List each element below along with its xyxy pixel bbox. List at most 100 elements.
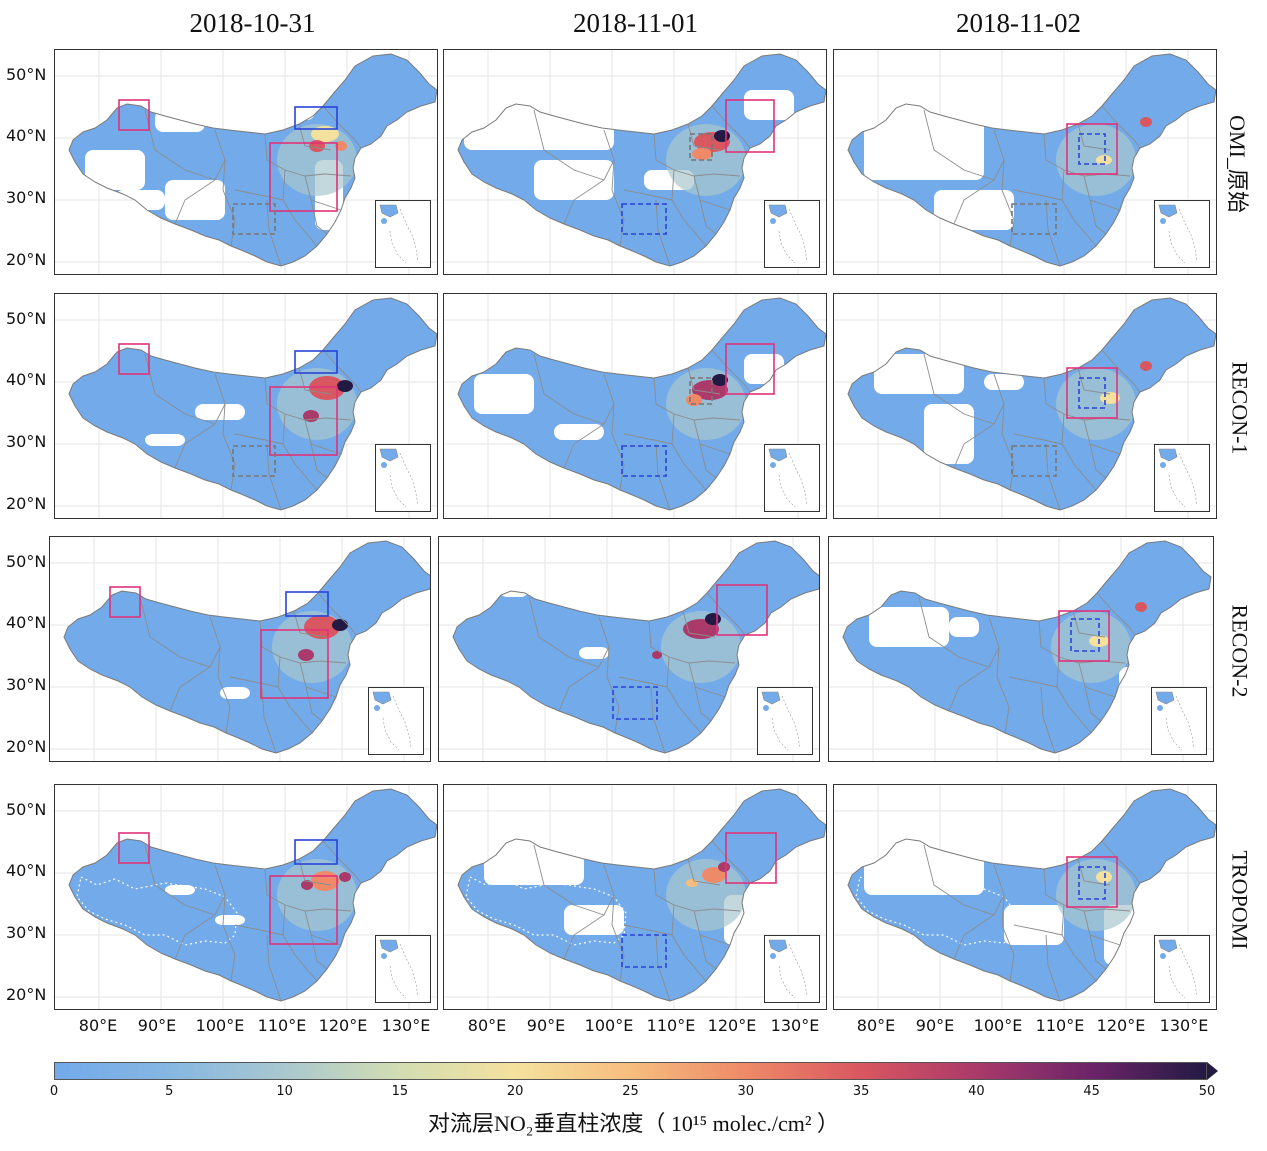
region-box [109, 586, 141, 618]
province-border [1061, 904, 1097, 982]
lon-tick-label: 80°E [78, 1016, 118, 1035]
tropomi-speckle [465, 876, 627, 946]
lon-tick-label: 90°E [137, 1016, 177, 1035]
inset-map [379, 204, 419, 264]
province-border [139, 596, 211, 668]
province-border [1101, 840, 1141, 884]
no2-hotspot [309, 140, 325, 152]
province-border [533, 844, 605, 916]
province-border [214, 373, 236, 491]
lon-tick-label: 80°E [856, 1016, 896, 1035]
inset-map [1158, 939, 1198, 999]
province-border [1013, 189, 1063, 201]
province-border [1077, 123, 1111, 151]
province-border [699, 443, 717, 479]
column-title-3: 2018-11-02 [956, 8, 1081, 38]
national-border [847, 297, 1216, 511]
no-data-gap [220, 687, 250, 699]
province-border [671, 169, 707, 247]
province-border [653, 133, 741, 177]
province-border [618, 676, 668, 688]
national-border [452, 540, 819, 754]
region-box [1066, 856, 1118, 908]
lon-tick-label: 90°E [915, 1016, 955, 1035]
no-data-gap [739, 657, 769, 677]
province-border [174, 403, 226, 469]
no2-moderate-zone [661, 611, 741, 683]
colorbar-tick-label: 35 [852, 1084, 870, 1099]
no-data-gap [579, 647, 609, 659]
inset-map [379, 939, 419, 999]
lat-tick-label: 50°N [6, 65, 47, 84]
no-data-gap [195, 404, 245, 420]
map-panel [833, 784, 1217, 1010]
lat-tick-label: 50°N [6, 552, 47, 571]
colorbar-label: 对流层NO₂垂直柱浓度（ 10¹⁵ molec./cm² ） [427, 1111, 840, 1136]
no-data-gap [1004, 905, 1064, 945]
national-border [63, 540, 430, 754]
region-box [118, 832, 150, 864]
lat-tick-label: 50°N [6, 800, 47, 819]
province-border [264, 133, 352, 177]
no2-map [50, 537, 430, 761]
colorbar-tick-label: 5 [165, 1084, 174, 1099]
province-border [993, 864, 1015, 982]
region-box [1078, 377, 1106, 409]
no2-hotspot [311, 126, 339, 142]
province-border [229, 676, 279, 688]
no-data-gap [165, 180, 225, 220]
province-border [711, 349, 751, 393]
lon-tick-label: 110°E [646, 1016, 696, 1035]
no2-hotspot [339, 872, 351, 882]
region-box [716, 584, 768, 636]
region-box [1011, 203, 1057, 235]
province-border [923, 353, 995, 425]
lon-tick-label: 130°E [770, 1016, 820, 1035]
province-border [282, 904, 318, 982]
no-data-gap [934, 190, 1014, 230]
no-data-gap [564, 905, 624, 935]
lon-tick-label: 120°E [707, 1016, 757, 1035]
region-box [612, 686, 658, 720]
province-border [214, 864, 236, 982]
no-data-gap [474, 374, 534, 414]
region-box [269, 142, 338, 212]
map-panel [833, 293, 1217, 519]
province-border [1096, 592, 1136, 636]
column-title-1: 2018-10-31 [189, 8, 316, 38]
region-box [1058, 610, 1110, 662]
lon-tick-label: 130°E [1159, 1016, 1209, 1035]
national-border [847, 53, 1216, 267]
no2-hotspot [714, 130, 730, 142]
province-border [214, 129, 236, 247]
province-border [558, 646, 610, 712]
row-label-tropomi: TROPOMI [1227, 850, 1253, 950]
province-border [648, 620, 736, 664]
no2-hotspot [692, 148, 712, 160]
province-border [310, 199, 328, 235]
no-data-gap [949, 617, 979, 637]
no2-map [834, 294, 1216, 518]
tropomi-speckle [855, 876, 1017, 946]
lon-tick-label: 80°E [467, 1016, 507, 1035]
lat-tick-label: 40°N [6, 370, 47, 389]
national-border [457, 297, 826, 511]
no-data-gap [534, 160, 614, 200]
lat-tick-label: 20°N [6, 494, 47, 513]
no-data-gap [484, 835, 584, 885]
lat-tick-label: 50°N [6, 309, 47, 328]
tropomi-speckle [76, 876, 238, 946]
region-box [294, 839, 338, 865]
no-data-gap [984, 374, 1024, 390]
inset-map [1158, 448, 1198, 508]
province-border [687, 858, 721, 886]
lon-tick-label: 100°E [973, 1016, 1023, 1035]
row-label-recon-1: RECON-1 [1227, 361, 1253, 455]
no2-map [444, 50, 826, 274]
region-box [621, 934, 667, 968]
region-box [118, 343, 150, 375]
lat-tick-label: 40°N [6, 861, 47, 880]
map-panel [443, 293, 827, 519]
no2-hotspot [652, 651, 662, 659]
national-border [68, 788, 437, 1002]
